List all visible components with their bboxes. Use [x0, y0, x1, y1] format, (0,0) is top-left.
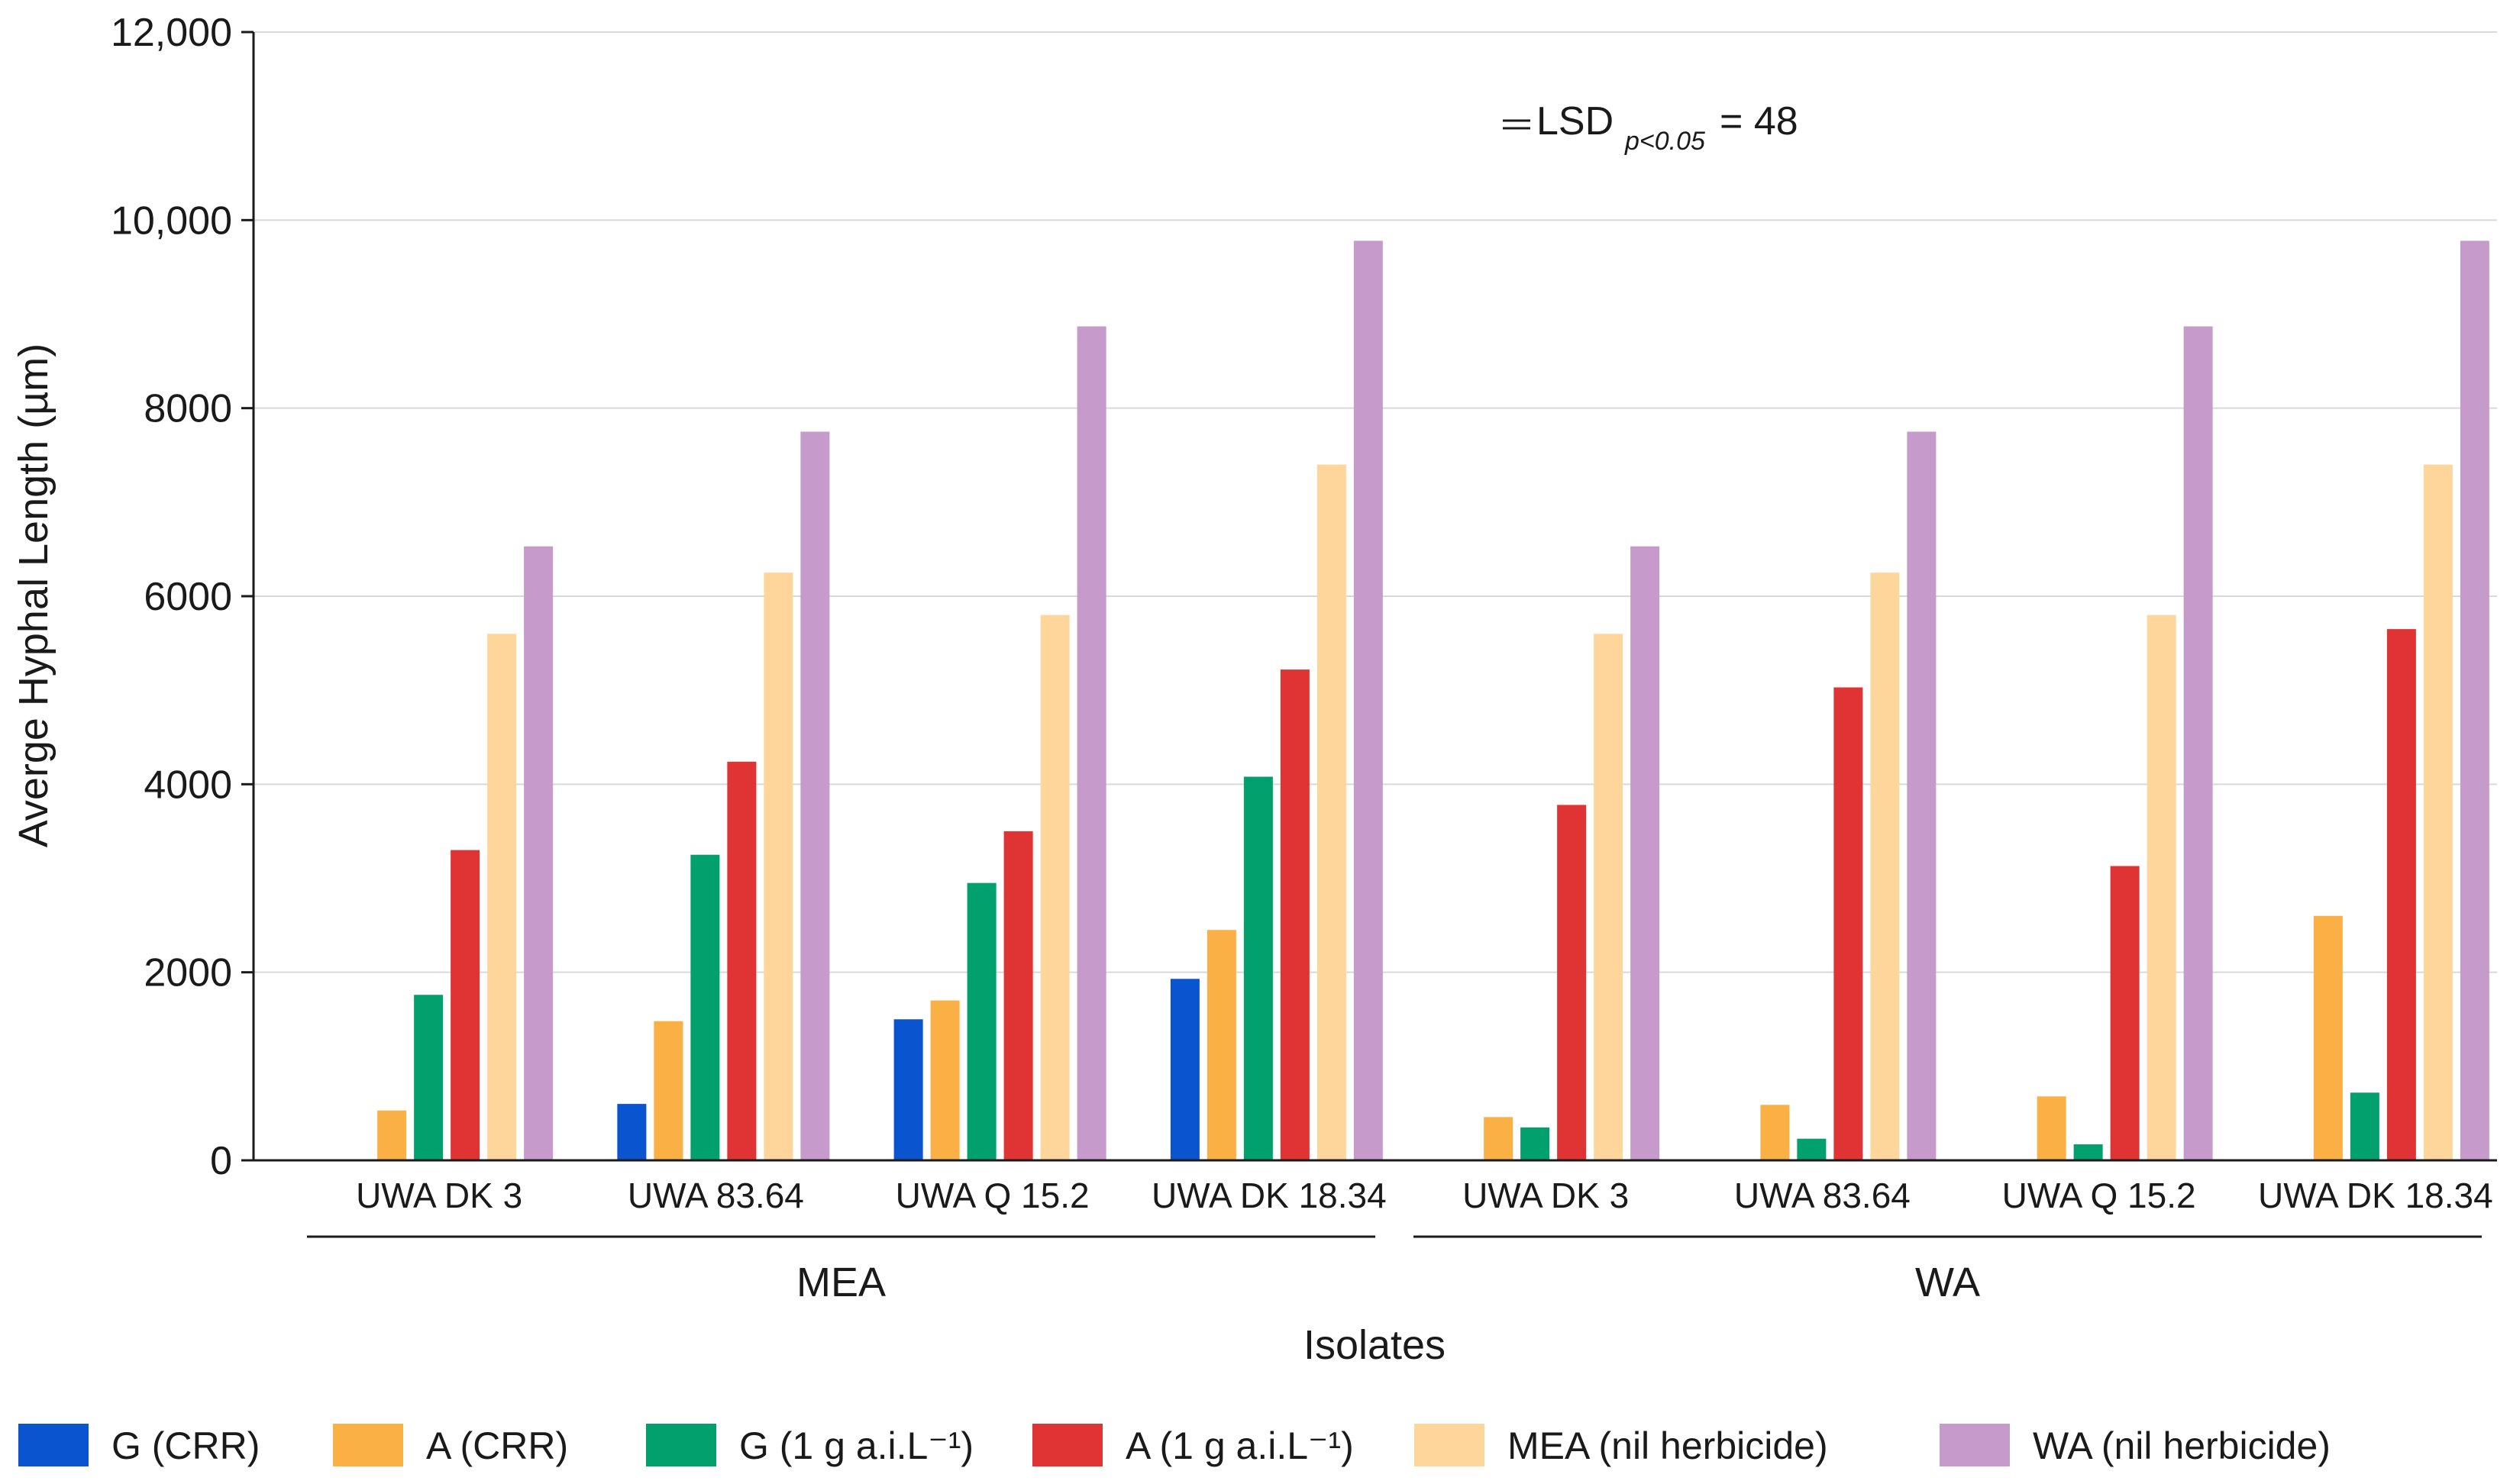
bar: [451, 850, 480, 1160]
bar: [617, 1104, 647, 1160]
x-tick-label: UWA 83.64: [1734, 1176, 1911, 1215]
y-tick-label: 12,000: [111, 11, 232, 55]
legend-label: WA (nil herbicide): [2033, 1424, 2331, 1467]
legend-swatch: [1940, 1424, 2010, 1466]
x-tick-label: UWA Q 15.2: [896, 1176, 1090, 1215]
bar: [1170, 979, 1200, 1160]
bar: [1630, 546, 1660, 1160]
bar: [1243, 776, 1273, 1160]
bar: [1207, 930, 1236, 1160]
x-tick-label: UWA DK 18.34: [2258, 1176, 2493, 1215]
legend-swatch: [1032, 1424, 1103, 1466]
bar: [654, 1021, 683, 1160]
legend-swatch: [646, 1424, 716, 1466]
legend-label: A (CRR): [426, 1424, 568, 1467]
legend-label: G (1 g a.i.L⁻¹): [739, 1424, 974, 1467]
y-axis-title: Averge Hyphal Length (µm): [11, 344, 57, 847]
bar: [690, 854, 720, 1160]
bar: [2183, 326, 2213, 1160]
bar: [1484, 1117, 1513, 1160]
legend-swatch: [333, 1424, 403, 1466]
bar: [1353, 240, 1383, 1161]
bar: [1557, 805, 1587, 1160]
lsd-value: = 48: [1720, 99, 1798, 144]
bar: [1907, 431, 1937, 1160]
bar: [2037, 1096, 2066, 1160]
lsd-label: LSD: [1536, 99, 1614, 144]
bar: [727, 761, 757, 1160]
bar: [2313, 915, 2343, 1160]
bar: [2110, 866, 2140, 1160]
bar: [1077, 326, 1106, 1160]
x-tick-label: UWA 83.64: [628, 1176, 804, 1215]
bar: [2147, 615, 2176, 1160]
bar: [800, 431, 830, 1160]
x-tick-label: UWA DK 3: [356, 1176, 522, 1215]
bars: [377, 240, 2489, 1161]
x-axis-title: Isolates: [1303, 1322, 1446, 1368]
bar: [2350, 1092, 2379, 1160]
x-category-labels: UWA DK 3 UWA 83.64 UWA Q 15.2 UWA DK 18.34 U…: [356, 1176, 2493, 1215]
legend-label: G (CRR): [111, 1424, 260, 1467]
group-label: MEA: [796, 1260, 886, 1305]
lsd-annotation: LSD p<0.05 = 48: [1503, 99, 1798, 156]
y-tick-label: 4000: [144, 763, 232, 807]
legend-label: MEA (nil herbicide): [1507, 1424, 1828, 1467]
bar: [1316, 464, 1346, 1160]
y-tick-label: 0: [210, 1139, 232, 1183]
x-tick-label: UWA DK 3: [1462, 1176, 1629, 1215]
x-tick-label: UWA DK 18.34: [1152, 1176, 1387, 1215]
bar: [893, 1019, 923, 1160]
y-tick-label: 10,000: [111, 198, 232, 243]
bar: [524, 546, 554, 1160]
x-tick-label: UWA Q 15.2: [2002, 1176, 2196, 1215]
legend: G (CRR) A (CRR) G (1 g a.i.L⁻¹) A (1 g a.i.…: [18, 1424, 2331, 1467]
lsd-subscript: p<0.05: [1624, 127, 1705, 156]
legend-swatch: [1414, 1424, 1484, 1466]
bar: [2386, 629, 2416, 1160]
bar: [487, 634, 517, 1160]
bar: [1833, 687, 1863, 1160]
bar: [414, 995, 444, 1160]
bar: [377, 1110, 407, 1160]
bar: [1760, 1105, 1790, 1160]
legend-swatch: [18, 1424, 89, 1466]
bar: [2073, 1144, 2103, 1160]
y-tick-label: 8000: [144, 387, 232, 431]
group-label: WA: [1915, 1260, 1980, 1305]
bar: [1280, 669, 1310, 1160]
bar: [2460, 240, 2489, 1161]
y-tick-label: 2000: [144, 951, 232, 995]
y-ticks: 0 2000 4000 6000 8000 10,000 12,000: [111, 11, 254, 1183]
bar: [1520, 1127, 1550, 1160]
bar: [930, 1000, 960, 1160]
bar: [2423, 464, 2453, 1160]
y-tick-label: 6000: [144, 575, 232, 619]
group-labels: MEA WA: [307, 1235, 2482, 1305]
bar: [1040, 615, 1070, 1160]
bar: [1870, 573, 1900, 1160]
bar: [1003, 831, 1033, 1160]
bar: [1797, 1138, 1827, 1160]
bar: [764, 573, 793, 1160]
bar: [967, 882, 997, 1160]
bar: [1594, 634, 1623, 1160]
legend-label: A (1 g a.i.L⁻¹): [1126, 1424, 1354, 1467]
